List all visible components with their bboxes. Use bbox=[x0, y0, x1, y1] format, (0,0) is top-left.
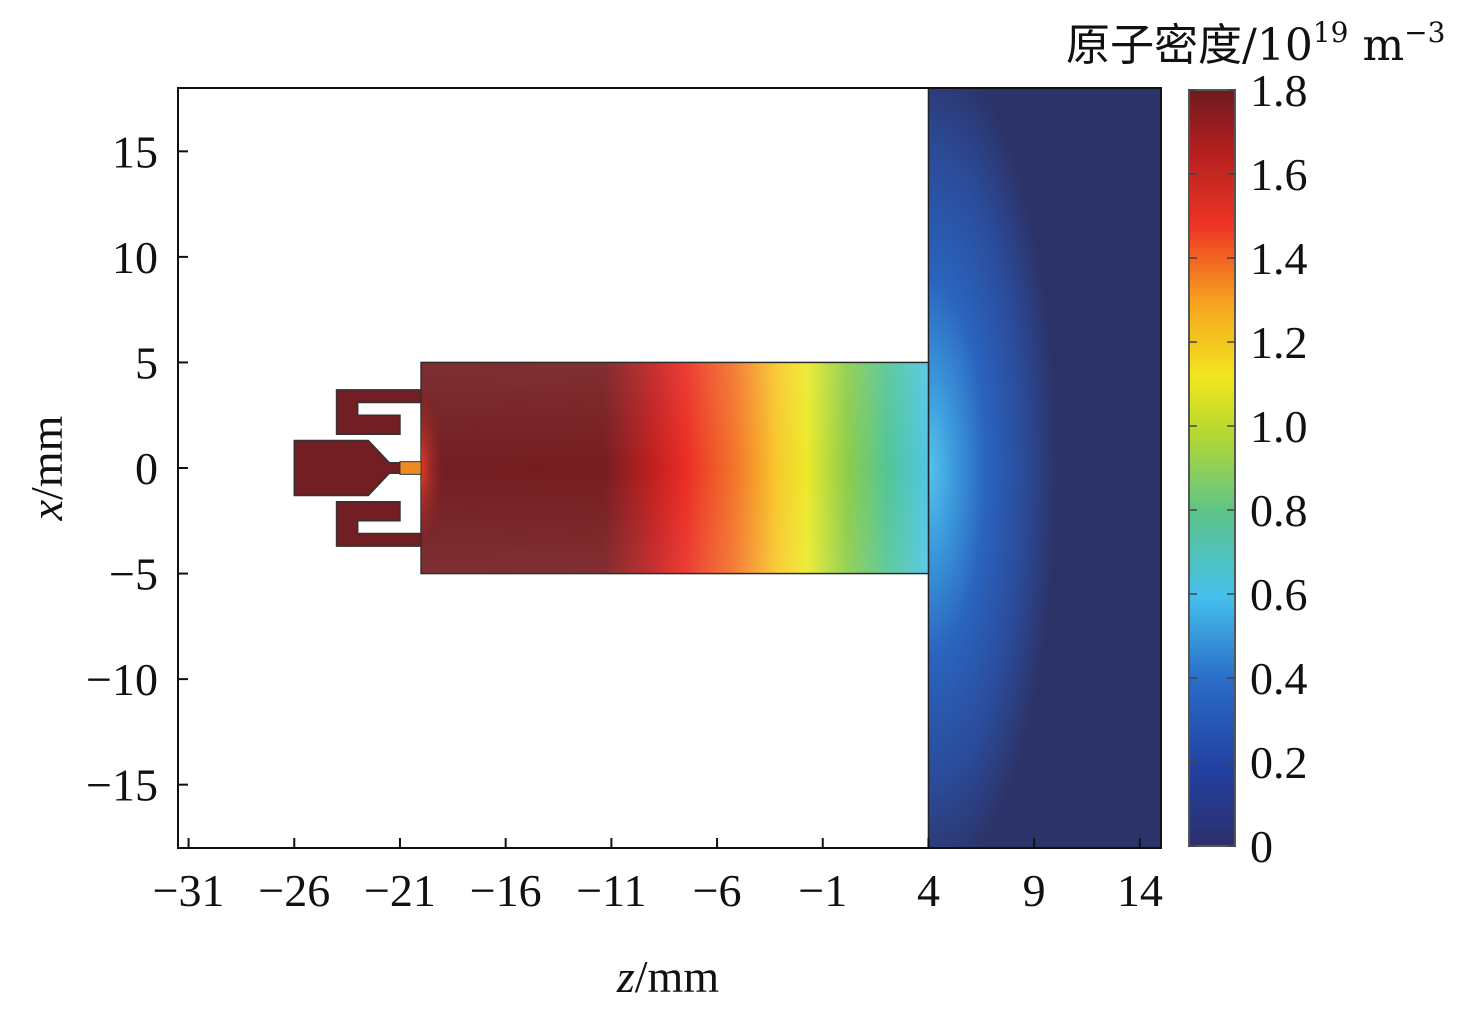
x-tick-label: −11 bbox=[576, 865, 646, 916]
x-axis-label: z/mm bbox=[616, 951, 719, 1002]
colorbar-tick-label: 1.6 bbox=[1250, 149, 1308, 200]
colorbar-tick-label: 1.0 bbox=[1250, 401, 1308, 452]
y-tick-label: −5 bbox=[109, 549, 158, 600]
x-tick-label: −6 bbox=[693, 865, 742, 916]
colorbar-tick-label: 0.4 bbox=[1250, 653, 1308, 704]
y-axis-label: x/mm bbox=[21, 415, 72, 521]
colorbar-tick-label: 0 bbox=[1250, 821, 1273, 872]
x-axis: −31 −26 −21 −16 −11 −6 −1 4 9 14 bbox=[153, 838, 1163, 916]
x-tick-label: −31 bbox=[153, 865, 225, 916]
colorbar bbox=[1188, 89, 1236, 847]
x-tick-label: −26 bbox=[258, 865, 330, 916]
colorbar-tick-label: 0.8 bbox=[1250, 485, 1308, 536]
y-axis: 15 10 5 0 −5 −10 −15 bbox=[86, 126, 188, 811]
y-tick-label: −15 bbox=[86, 760, 158, 811]
chamber-region bbox=[927, 88, 1161, 848]
nozzle-body bbox=[293, 439, 401, 497]
colorbar-tick-label: 1.2 bbox=[1250, 317, 1308, 368]
nozzle-lower-bracket bbox=[335, 501, 422, 547]
throat-glow bbox=[421, 387, 464, 549]
y-tick-label: 5 bbox=[135, 337, 158, 388]
x-tick-label: 14 bbox=[1117, 865, 1163, 916]
x-tick-label: −16 bbox=[470, 865, 542, 916]
colorbar-tick-label: 1.4 bbox=[1250, 233, 1308, 284]
colorbar-title: 原子密度/1019 m−3 bbox=[1066, 16, 1445, 71]
y-tick-label: 10 bbox=[112, 232, 158, 283]
nozzle-throat bbox=[399, 461, 422, 475]
heatmap-field bbox=[293, 88, 1161, 848]
channel-sheen bbox=[421, 362, 929, 574]
x-tick-label: 4 bbox=[917, 865, 940, 916]
y-tick-label: 0 bbox=[135, 443, 158, 494]
colorbar-ticks: 1.8 1.6 1.4 1.2 1.0 0.8 0.6 0.4 0.2 0 bbox=[1189, 65, 1308, 872]
colorbar-tick-label: 0.2 bbox=[1250, 737, 1308, 788]
colorbar-tick-label: 1.8 bbox=[1250, 65, 1308, 116]
x-tick-label: −21 bbox=[364, 865, 436, 916]
y-tick-label: −10 bbox=[86, 654, 158, 705]
x-tick-label: −1 bbox=[798, 865, 847, 916]
colorbar-tick-label: 0.6 bbox=[1250, 569, 1308, 620]
y-tick-label: 15 bbox=[112, 126, 158, 177]
x-tick-label: 9 bbox=[1023, 865, 1046, 916]
nozzle-upper-bracket bbox=[335, 389, 422, 435]
